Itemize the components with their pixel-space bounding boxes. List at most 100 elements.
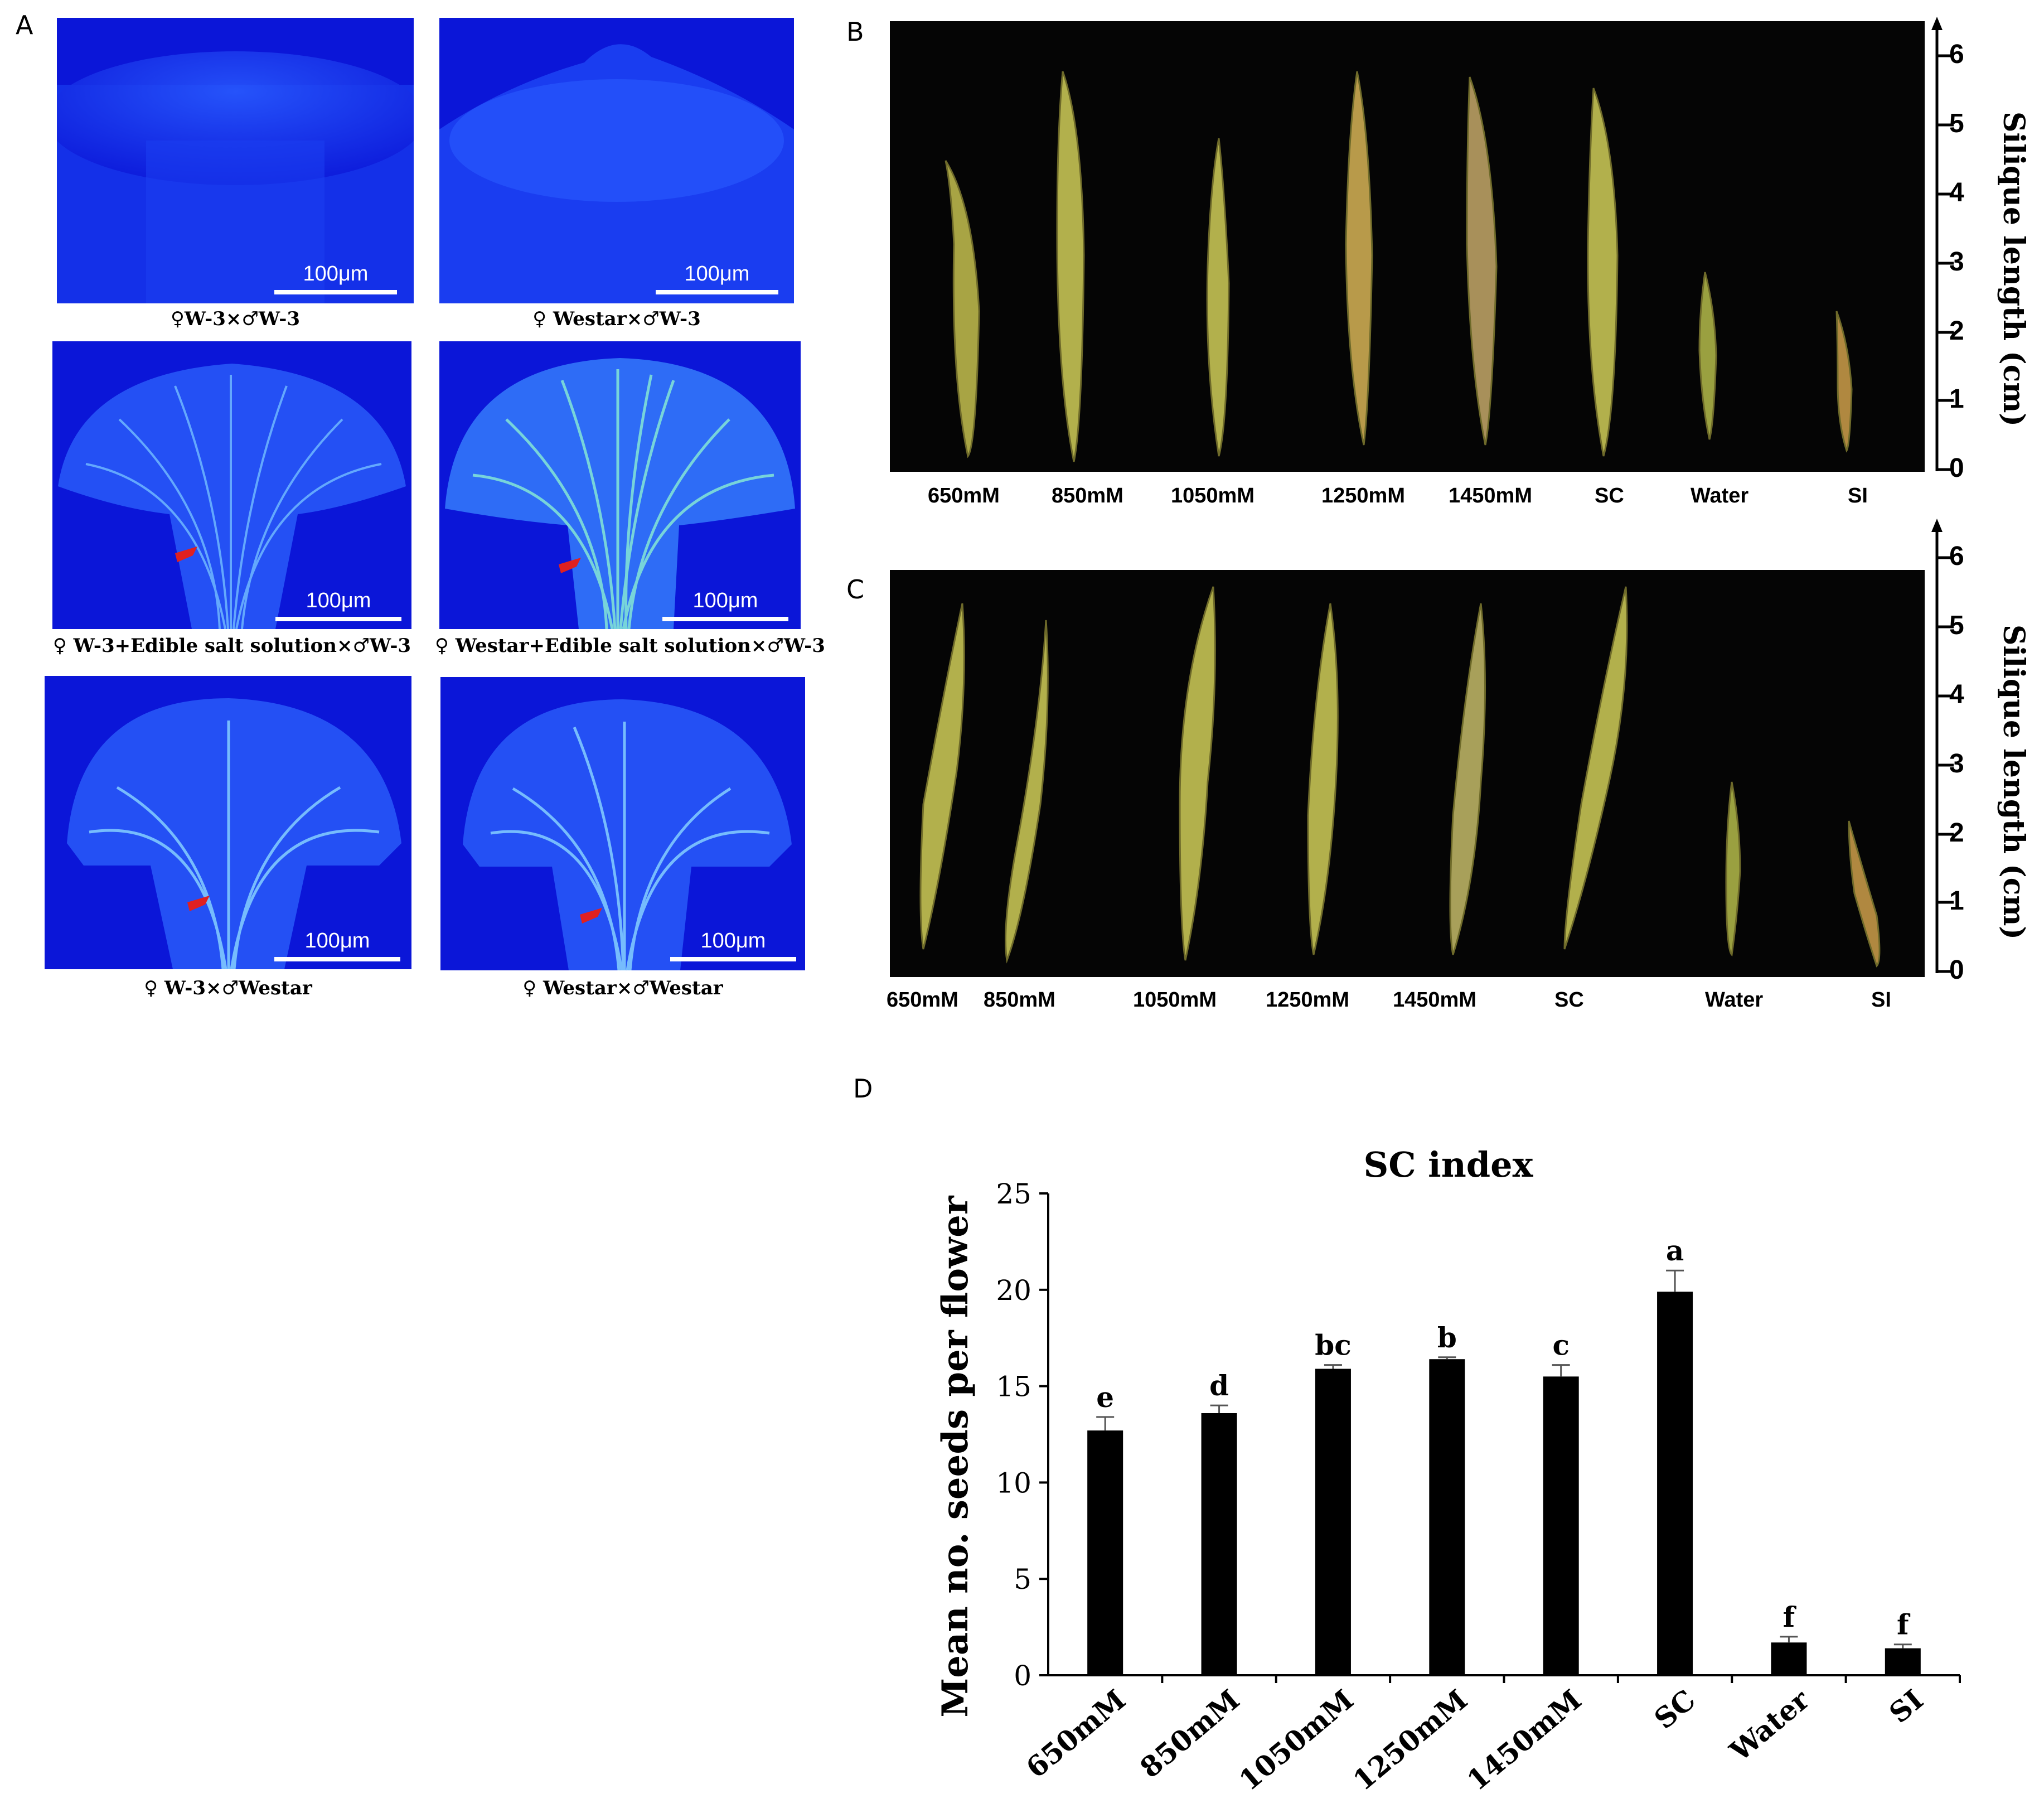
y-tick-label: 25	[996, 1178, 1031, 1210]
silique-photo-c-image	[919, 586, 1881, 968]
silique-label-b-1: 650mM	[928, 484, 1000, 507]
panel-letter-b: B	[846, 17, 864, 47]
micrograph-6-image	[440, 677, 805, 970]
silique-label-b-5: 1450mM	[1449, 484, 1532, 507]
micrograph-caption-1: ♀W-3×♂W-3	[170, 308, 300, 330]
ruler-c-tick-5: 5	[1949, 611, 1964, 640]
ruler-c-title: Silique length (cm)	[1997, 625, 2031, 940]
scale-bar-2	[656, 290, 778, 294]
silique-photo-c	[890, 570, 1925, 977]
ruler-c-tick-4: 4	[1949, 680, 1964, 709]
micrograph-3	[52, 341, 411, 629]
bar	[1315, 1369, 1351, 1675]
micrograph-1-image	[57, 18, 414, 303]
silique-label-c-5: 1450mM	[1393, 988, 1476, 1012]
x-tick-label: SI	[1883, 1683, 1930, 1729]
red-arrow-icon	[187, 896, 210, 911]
y-tick-label: 5	[1014, 1563, 1031, 1596]
micrograph-1	[57, 18, 414, 303]
scale-bar-4	[662, 617, 788, 621]
silique-label-c-4: 1250mM	[1266, 988, 1349, 1012]
y-tick-label: 20	[996, 1274, 1031, 1307]
silique-label-b-2: 850mM	[1052, 484, 1123, 507]
significance-letter: bc	[1315, 1329, 1351, 1362]
y-tick-label: 0	[1014, 1660, 1031, 1692]
scale-label-1: 100μm	[303, 262, 369, 286]
ruler-c-tick-6: 6	[1949, 542, 1964, 571]
bar	[1657, 1292, 1693, 1675]
x-tick-label: 650mM	[1020, 1683, 1132, 1785]
ruler-b-tick-5: 5	[1949, 109, 1964, 138]
x-tick-label: 850mM	[1134, 1683, 1246, 1785]
ruler-c-tick-1: 1	[1949, 886, 1964, 916]
scale-label-6: 100μm	[700, 929, 766, 953]
silique-label-b-3: 1050mM	[1171, 484, 1255, 507]
micrograph-caption-4: ♀ Westar+Edible salt solution×♂W-3	[435, 635, 825, 657]
micrograph-2-image	[439, 18, 794, 303]
y-axis-label: Mean no. seeds per flower	[934, 1195, 976, 1718]
ruler-c-tick-3: 3	[1949, 749, 1964, 779]
silique-label-c-2: 850mM	[984, 988, 1055, 1012]
micrograph-3-image	[52, 341, 411, 629]
significance-letter: c	[1552, 1329, 1569, 1362]
silique-label-c-3: 1050mM	[1133, 988, 1217, 1012]
micrograph-caption-5: ♀ W-3×♂Westar	[144, 977, 312, 999]
ruler-c-tick-2: 2	[1949, 818, 1964, 848]
scale-label-5: 100μm	[304, 929, 370, 953]
bar	[1543, 1376, 1579, 1675]
significance-letter: f	[1897, 1608, 1911, 1641]
bar	[1771, 1642, 1807, 1675]
ruler-b-tick-3: 3	[1949, 247, 1964, 277]
ruler-b-tick-6: 6	[1949, 40, 1964, 69]
ruler-b-tick-4: 4	[1949, 178, 1964, 207]
panel-letter-c: C	[846, 574, 865, 605]
bar	[1885, 1648, 1921, 1675]
silique-photo-b-image	[944, 71, 1853, 462]
scale-label-2: 100μm	[684, 262, 750, 286]
micrograph-4-image	[439, 341, 801, 629]
x-tick-label: SC	[1648, 1683, 1702, 1735]
micrograph-6	[440, 677, 805, 970]
micrograph-5	[45, 676, 411, 969]
ruler-b-axis	[1931, 17, 1954, 471]
bar	[1087, 1430, 1123, 1675]
x-tick-label: 1450mM	[1461, 1683, 1587, 1797]
micrograph-2	[439, 18, 794, 303]
silique-label-c-6: SC	[1554, 988, 1584, 1012]
chart-title: SC index	[1363, 1144, 1533, 1185]
scale-label-4: 100μm	[692, 589, 758, 612]
micrograph-caption-3: ♀ W-3+Edible salt solution×♂W-3	[52, 635, 411, 657]
silique-label-b-6: SC	[1595, 484, 1624, 507]
significance-letter: a	[1666, 1234, 1684, 1267]
scale-bar-1	[274, 290, 397, 294]
silique-label-b-8: SI	[1848, 484, 1868, 507]
x-tick-label: 1050mM	[1233, 1683, 1359, 1797]
scale-label-3: 100μm	[306, 589, 371, 612]
micrograph-4	[439, 341, 801, 629]
silique-label-b-4: 1250mM	[1321, 484, 1405, 507]
significance-letter: f	[1783, 1601, 1797, 1633]
micrograph-caption-6: ♀ Westar×♂Westar	[522, 977, 723, 999]
panel-letter-d: D	[853, 1074, 873, 1104]
bar	[1201, 1413, 1237, 1675]
red-arrow-icon	[175, 547, 197, 562]
bar	[1429, 1359, 1465, 1675]
x-tick-label: Water	[1723, 1683, 1816, 1768]
significance-letter: b	[1437, 1321, 1457, 1354]
significance-letter: d	[1209, 1369, 1229, 1402]
micrograph-caption-2: ♀ Westar×♂W-3	[532, 308, 701, 330]
silique-label-c-1: 650mM	[887, 988, 958, 1012]
seed-bar-chart: SC index Mean no. seeds per flower 0 5 10 15 2…	[934, 1144, 1961, 1797]
micrograph-5-image	[45, 676, 411, 969]
scale-bar-3	[275, 617, 401, 621]
significance-letter: e	[1096, 1381, 1114, 1414]
ruler-c-tick-0: 0	[1949, 955, 1964, 985]
silique-label-b-7: Water	[1691, 484, 1749, 507]
y-tick-label: 15	[996, 1371, 1031, 1403]
ruler-c-axis	[1931, 519, 1954, 973]
scale-bar-5	[274, 957, 400, 961]
red-arrow-icon	[559, 558, 581, 573]
y-tick-label: 10	[996, 1467, 1031, 1499]
ruler-b-title: Silique length (cm)	[1997, 112, 2031, 427]
ruler-b-tick-1: 1	[1949, 384, 1964, 414]
